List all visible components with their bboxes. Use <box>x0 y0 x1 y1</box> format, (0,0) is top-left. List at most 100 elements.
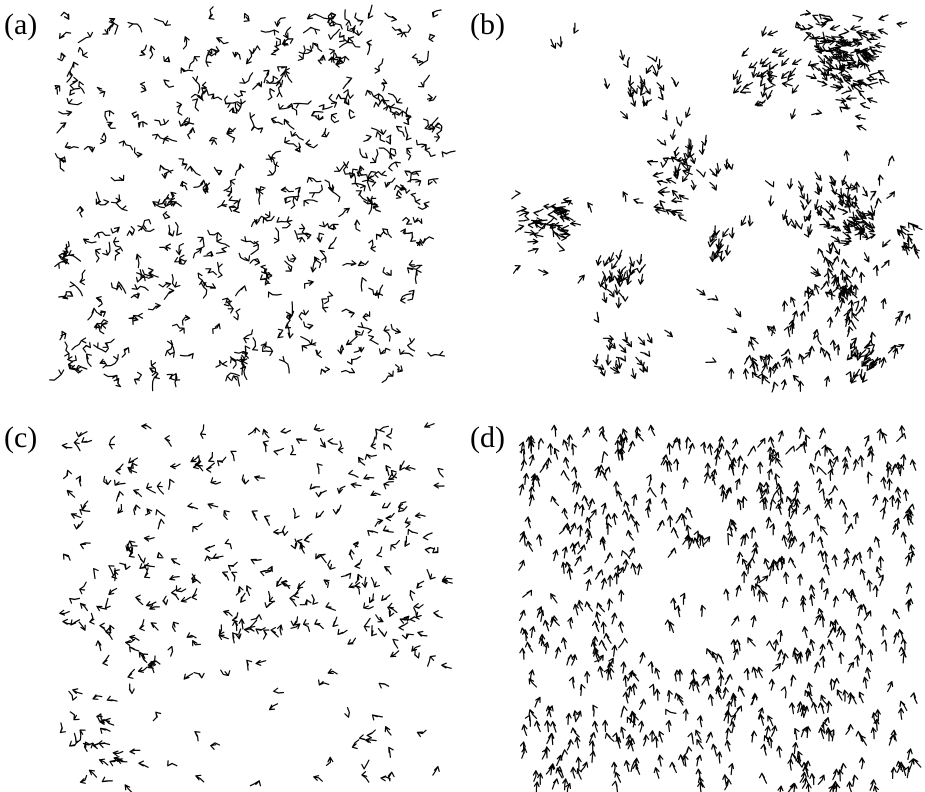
particle <box>406 147 413 161</box>
particle <box>596 464 604 476</box>
particle <box>432 765 440 776</box>
particle <box>892 523 899 535</box>
particle <box>794 220 803 230</box>
particle <box>294 186 301 201</box>
particle <box>76 206 84 218</box>
particle <box>252 337 259 351</box>
particle <box>715 685 722 698</box>
particle <box>95 319 109 330</box>
particle <box>368 334 379 345</box>
particle <box>273 687 284 694</box>
particle <box>792 742 799 755</box>
particle <box>390 539 400 551</box>
particle <box>880 476 887 489</box>
particle <box>757 373 764 385</box>
particle <box>834 344 840 356</box>
particle <box>366 729 376 739</box>
particle <box>768 453 775 466</box>
particle <box>652 66 659 77</box>
particle <box>797 651 803 664</box>
particle <box>718 435 725 448</box>
particle <box>793 480 800 493</box>
particle <box>163 56 171 63</box>
particle <box>414 269 422 284</box>
particle <box>625 529 634 541</box>
particle <box>370 127 387 135</box>
particle <box>243 329 254 344</box>
particle <box>829 678 836 691</box>
particle <box>865 232 876 241</box>
particle <box>342 76 353 90</box>
particle <box>897 310 904 321</box>
particle <box>780 348 791 357</box>
particle <box>766 736 773 749</box>
particle <box>620 661 627 674</box>
particle <box>400 24 412 38</box>
particle <box>827 267 835 278</box>
particle <box>843 311 850 323</box>
particle <box>355 573 363 584</box>
particle <box>551 424 558 437</box>
particle <box>693 537 700 549</box>
particle <box>830 235 841 243</box>
particle <box>805 73 817 80</box>
particle <box>749 336 759 345</box>
particle <box>678 194 689 201</box>
particle <box>250 614 262 621</box>
particle <box>672 437 680 449</box>
particle <box>573 603 579 616</box>
particle <box>315 510 325 519</box>
particle <box>531 475 538 488</box>
particle <box>338 207 350 218</box>
particle <box>159 243 171 252</box>
particle <box>188 56 201 69</box>
particle <box>826 700 833 713</box>
particle <box>592 720 599 733</box>
particle <box>614 284 621 296</box>
particle <box>587 202 593 213</box>
particle <box>602 719 609 733</box>
particle <box>843 150 850 162</box>
particle <box>747 215 754 227</box>
particle <box>601 451 609 464</box>
particle <box>723 588 730 601</box>
particle <box>617 276 623 288</box>
particle <box>811 109 823 116</box>
particle <box>819 655 826 668</box>
particle <box>571 541 580 552</box>
particle <box>374 518 384 527</box>
particle <box>890 463 899 475</box>
particle <box>560 199 572 206</box>
particle <box>853 512 859 525</box>
particle <box>330 112 340 124</box>
particle <box>654 688 661 701</box>
particle <box>280 427 291 434</box>
particle <box>613 481 620 494</box>
particle <box>549 763 556 776</box>
particle <box>662 109 668 121</box>
particle <box>633 198 644 204</box>
particle <box>153 18 171 26</box>
particle <box>792 647 799 660</box>
particle <box>275 37 282 47</box>
particle <box>689 679 696 692</box>
particle <box>736 551 744 564</box>
particle <box>711 469 718 481</box>
particle <box>815 44 822 54</box>
particle <box>400 185 411 194</box>
particle <box>714 453 721 466</box>
particle <box>866 97 878 103</box>
particle <box>631 683 638 696</box>
particle <box>696 533 703 546</box>
particle <box>832 677 840 690</box>
particle <box>306 13 320 20</box>
particle <box>58 31 72 40</box>
panel-label: (c) <box>4 421 37 454</box>
particle <box>867 546 873 559</box>
particle <box>567 617 574 629</box>
particle <box>178 158 188 170</box>
particle <box>170 558 181 566</box>
particle <box>628 75 634 87</box>
particle <box>560 749 568 761</box>
particle <box>319 221 333 229</box>
